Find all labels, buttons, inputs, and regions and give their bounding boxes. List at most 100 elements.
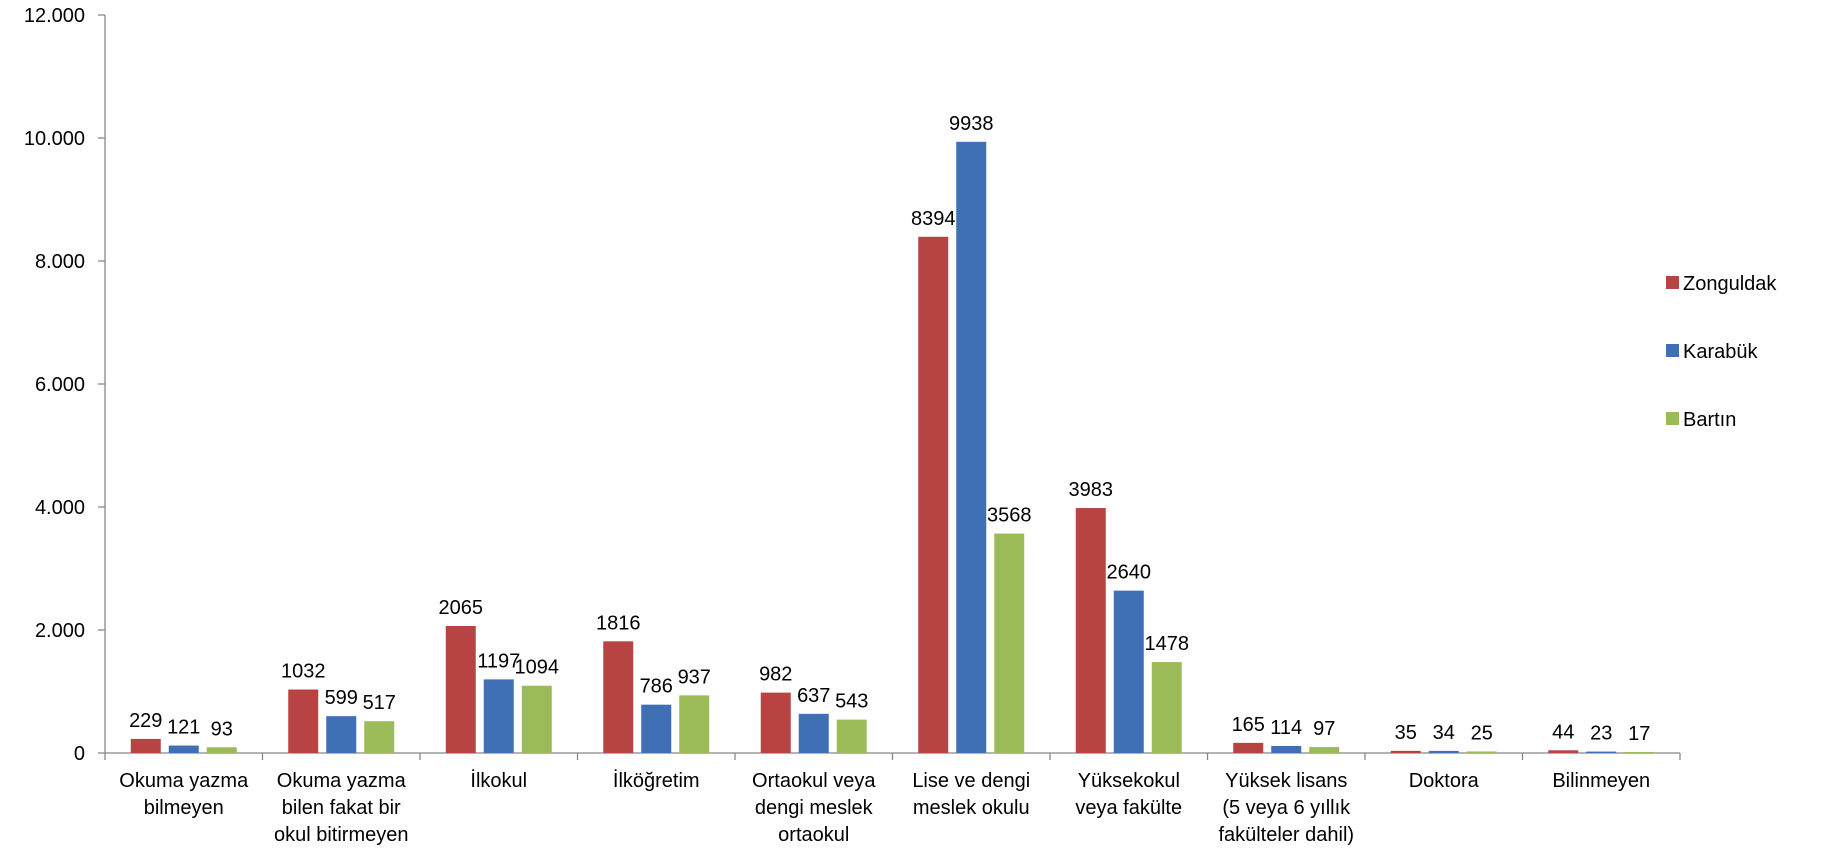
category-labels: Okuma yazma bilmeyen Okuma yazma bilen faka… [119, 769, 1650, 846]
bar [956, 141, 987, 754]
category-label-line: bilmeyen [144, 797, 224, 819]
category-label-line: Yüksekokul [1078, 770, 1180, 792]
y-tick-label: 10.000 [24, 128, 85, 150]
category-label-line: fakülteler dahil) [1218, 824, 1354, 846]
data-label: 786 [640, 676, 673, 698]
x-axis [104, 752, 1681, 760]
bar [168, 745, 199, 753]
data-label: 937 [678, 666, 711, 688]
data-label: 229 [129, 710, 162, 732]
bar [1113, 590, 1144, 753]
y-tick-label: 8.000 [35, 251, 85, 273]
data-label: 982 [759, 664, 792, 686]
y-tick-label: 2.000 [35, 620, 85, 642]
bar [994, 533, 1025, 753]
category-label-line: meslek okulu [913, 797, 1030, 819]
bar [641, 704, 672, 753]
category-label-line: bilen fakat bir [282, 797, 401, 819]
legend-label: Bartın [1683, 409, 1736, 431]
bar [1548, 750, 1579, 753]
bar [483, 679, 514, 753]
data-label: 599 [325, 687, 358, 709]
category-label: Yüksek lisans (5 veya 6 yıllık fakülteler … [1218, 770, 1354, 846]
legend-swatch [1666, 412, 1679, 425]
bar [1151, 662, 1182, 753]
data-label: 9938 [949, 113, 994, 135]
data-label: 35 [1395, 722, 1417, 744]
category-label-line: İlkokul [470, 769, 527, 792]
bar [1309, 747, 1340, 753]
data-label: 1478 [1145, 633, 1190, 655]
y-tick-label: 12.000 [24, 5, 85, 27]
data-label: 3983 [1069, 479, 1114, 501]
category-label: Okuma yazma bilen fakat bir okul bitirmeye… [274, 770, 409, 846]
y-axis: 0 2.000 4.000 6.000 8.000 10.000 12.000 [24, 5, 106, 765]
bar [1466, 751, 1497, 753]
data-label: 517 [363, 692, 396, 714]
bar [521, 685, 552, 753]
data-label: 1094 [515, 657, 560, 679]
data-label: 121 [167, 717, 200, 739]
data-label: 97 [1313, 718, 1335, 740]
category-label: İlkokul [470, 769, 527, 792]
bar [445, 626, 476, 753]
data-label: 2640 [1107, 562, 1152, 584]
bar [679, 695, 710, 753]
bar [130, 738, 161, 753]
category-label: Doktora [1409, 770, 1480, 792]
category-label: İlköğretim [613, 769, 700, 792]
data-label: 2065 [439, 597, 484, 619]
data-label: 17 [1628, 723, 1650, 745]
legend: Zonguldak Karabük Bartın [1666, 273, 1777, 431]
y-tick-label: 4.000 [35, 497, 85, 519]
bar [1390, 750, 1421, 753]
data-label: 93 [211, 718, 233, 740]
bar [1428, 750, 1459, 753]
bar [364, 721, 395, 753]
bar [760, 692, 791, 753]
bar [1075, 508, 1106, 753]
bar [798, 713, 829, 753]
bar [603, 641, 634, 753]
bar [326, 716, 357, 753]
category-label-line: Bilinmeyen [1552, 770, 1650, 792]
category-label: Okuma yazma bilmeyen [119, 770, 249, 819]
bar [1271, 745, 1302, 753]
bar [206, 747, 237, 753]
legend-label: Zonguldak [1683, 273, 1777, 295]
y-tick-label: 6.000 [35, 374, 85, 396]
data-label: 8394 [911, 208, 956, 230]
data-label: 637 [797, 685, 830, 707]
data-label: 114 [1270, 717, 1302, 739]
category-label-line: veya fakülte [1075, 797, 1182, 819]
data-label: 1032 [281, 661, 326, 683]
category-label: Lise ve dengi meslek okulu [912, 770, 1030, 819]
bar [288, 689, 319, 753]
data-label: 23 [1590, 723, 1612, 745]
category-label-line: İlköğretim [613, 769, 700, 792]
bar [1586, 751, 1617, 753]
data-label: 1197 [477, 650, 520, 672]
category-label-line: Doktora [1409, 770, 1480, 792]
category-label-line: ortaokul [778, 824, 849, 846]
category-label-line: (5 veya 6 yıllık [1222, 797, 1351, 819]
data-label: 44 [1552, 721, 1574, 743]
bars [130, 141, 1655, 754]
category-label: Yüksekokul veya fakülte [1075, 770, 1182, 819]
category-label-line: Ortaokul veya [752, 770, 876, 792]
bar [1624, 751, 1655, 753]
category-label-line: Okuma yazma [119, 770, 249, 792]
bar [836, 719, 867, 753]
category-label-line: okul bitirmeyen [274, 824, 409, 846]
category-label: Ortaokul veya dengi meslek ortaokul [752, 770, 876, 846]
category-label: Bilinmeyen [1552, 770, 1650, 792]
data-label: 543 [835, 691, 868, 713]
bar [1233, 742, 1264, 753]
category-label-line: Yüksek lisans [1225, 770, 1347, 792]
data-label: 165 [1232, 714, 1265, 736]
data-label: 34 [1433, 722, 1455, 744]
y-tick-label: 0 [74, 743, 85, 765]
data-label: 3568 [987, 505, 1032, 527]
